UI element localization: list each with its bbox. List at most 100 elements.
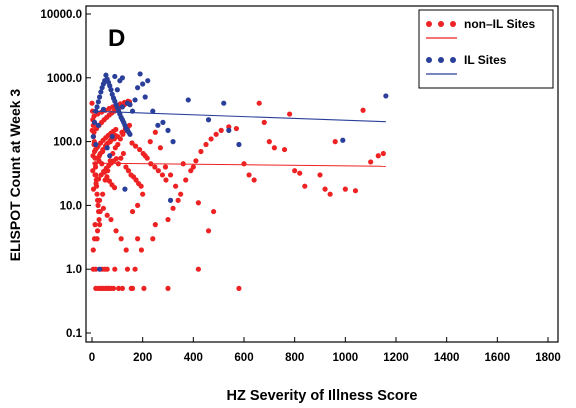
il-point: [167, 197, 174, 203]
non-il-point: [375, 153, 381, 159]
plot-border: [85, 5, 559, 343]
non-il-point: [126, 122, 133, 128]
non-il-point: [241, 161, 247, 167]
non-il-point: [147, 139, 153, 145]
il-point: [109, 133, 115, 140]
non-il-point: [208, 136, 214, 142]
non-il-point: [111, 185, 118, 191]
non-il-point: [129, 208, 136, 215]
legend-label: non–IL Sites: [464, 17, 535, 31]
non-il-point: [118, 236, 124, 242]
il-point: [93, 141, 99, 148]
non-il-point: [97, 222, 103, 228]
il-point: [140, 81, 146, 87]
il-point: [340, 137, 346, 143]
non-il-point: [96, 216, 102, 223]
non-il-point: [123, 164, 129, 170]
non-il-point: [129, 285, 136, 292]
x-tick-label: 1800: [535, 352, 561, 364]
non-il-fit-line: [91, 162, 386, 167]
non-il-point: [138, 183, 144, 189]
non-il-point: [94, 191, 100, 197]
non-il-point: [155, 168, 161, 174]
x-tick-label: 400: [184, 352, 203, 364]
il-point: [145, 78, 151, 84]
non-il-point: [195, 200, 201, 206]
legend-marker: [438, 57, 444, 63]
non-il-point: [103, 285, 109, 292]
non-il-point: [167, 172, 174, 178]
points-layer: [89, 71, 389, 292]
non-il-point: [95, 202, 101, 208]
non-il-point: [188, 168, 194, 174]
non-il-point: [95, 155, 101, 161]
non-il-point: [113, 126, 119, 133]
non-il-point: [90, 247, 96, 253]
x-tick-label: 1000: [333, 352, 359, 364]
non-il-point: [112, 266, 118, 272]
non-il-point: [159, 172, 166, 178]
non-il-point: [322, 186, 328, 192]
non-il-point: [120, 150, 127, 157]
fit-lines-layer: [91, 110, 386, 167]
il-point: [108, 87, 114, 93]
non-il-point: [98, 285, 104, 292]
il-point: [91, 119, 98, 125]
non-il-point: [123, 247, 129, 253]
non-il-point: [89, 127, 95, 133]
non-il-point: [100, 191, 106, 197]
non-il-point: [380, 150, 386, 157]
non-il-point: [97, 150, 103, 157]
x-axis: 0 200 400 600 800 1000 1200 1400 1600 1800: [89, 337, 561, 364]
il-point: [170, 139, 176, 145]
non-il-point: [94, 236, 100, 242]
non-il-point: [246, 172, 252, 178]
il-fit-line: [91, 110, 386, 123]
il-point: [221, 100, 227, 106]
il-point: [95, 122, 101, 128]
non-il-point: [95, 176, 102, 182]
non-il-point: [157, 145, 163, 151]
y-tick-label: 10000.0: [40, 9, 82, 21]
non-il-point: [193, 158, 199, 164]
il-point: [127, 102, 133, 108]
il-point: [150, 108, 156, 114]
non-il-point: [302, 183, 308, 189]
non-il-point: [236, 285, 242, 292]
x-tick-label: 1200: [383, 352, 409, 364]
il-point: [137, 71, 143, 77]
non-il-point: [261, 119, 267, 125]
il-point: [114, 87, 120, 93]
il-point: [155, 122, 161, 128]
non-il-point: [92, 161, 98, 167]
il-point: [104, 145, 110, 151]
non-il-point: [173, 183, 179, 189]
non-il-point: [92, 172, 98, 178]
non-il-point: [106, 178, 113, 184]
non-il-point: [137, 146, 143, 153]
non-il-point: [190, 164, 196, 170]
x-tick-label: 200: [133, 352, 152, 364]
non-il-point: [317, 172, 323, 178]
non-il-point: [119, 285, 125, 292]
il-point: [94, 104, 100, 110]
non-il-point: [163, 177, 169, 183]
il-point: [142, 94, 148, 100]
non-il-point: [360, 107, 366, 113]
non-il-point: [352, 188, 359, 194]
non-il-point: [165, 285, 171, 292]
non-il-point: [152, 222, 158, 228]
non-il-point: [97, 208, 103, 215]
non-il-point: [129, 140, 135, 146]
non-il-point: [90, 153, 96, 159]
legend-label: IL Sites: [464, 53, 507, 67]
non-il-point: [144, 155, 150, 161]
il-point: [100, 106, 106, 112]
y-tick-label: 1.0: [66, 264, 82, 276]
non-il-point: [297, 170, 303, 176]
il-point: [112, 73, 118, 80]
non-il-point: [152, 129, 158, 135]
il-point: [107, 83, 113, 89]
non-il-point: [89, 100, 95, 106]
x-tick-label: 1400: [434, 352, 460, 364]
